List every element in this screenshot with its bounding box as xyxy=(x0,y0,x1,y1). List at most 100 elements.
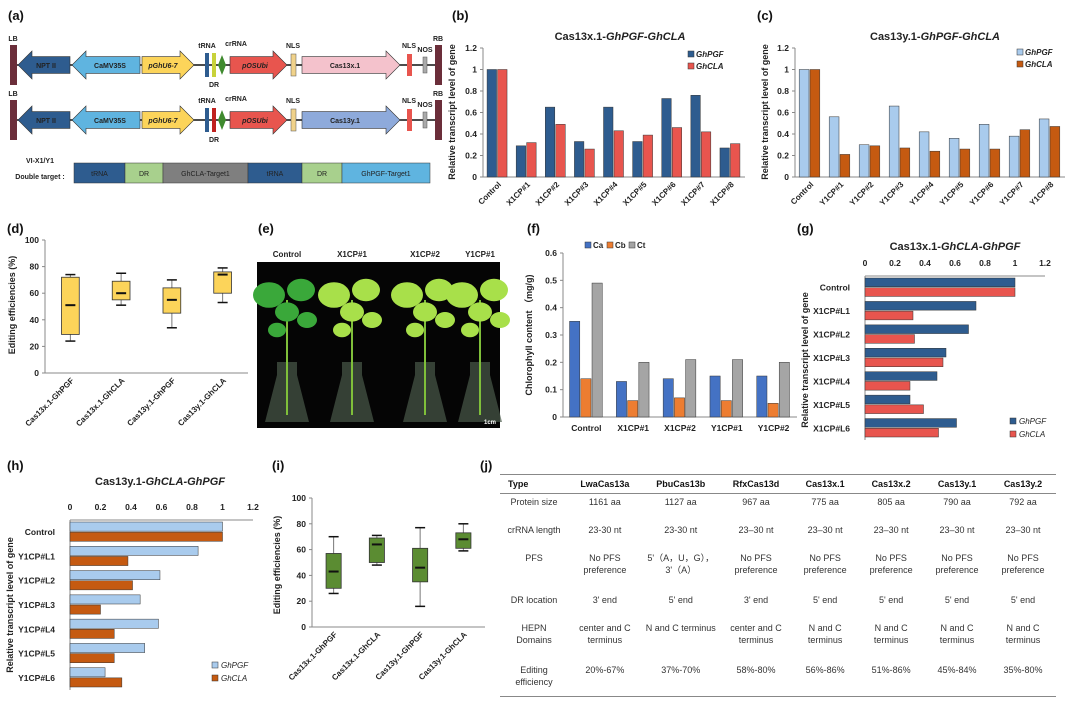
table-cell: No PFS preference xyxy=(803,553,847,575)
table-cell: 790 aa xyxy=(943,497,971,507)
bar-ghpgf xyxy=(690,95,701,178)
trna-label: tRNA xyxy=(198,98,216,105)
bar-ghpgf xyxy=(719,147,730,178)
bar-ghcla xyxy=(584,148,595,178)
table-header-cell: Type xyxy=(500,474,568,494)
nls-label: NLS xyxy=(286,98,300,105)
table-cell: 5' end xyxy=(813,595,838,605)
legend-label: GhCLA xyxy=(1019,430,1045,439)
x-tick-label: 0.8 xyxy=(186,502,198,512)
y-axis-label: Relative transcript level of gene xyxy=(800,292,810,428)
category-label: Y1CP#L4 xyxy=(18,624,55,634)
posubi-arrow xyxy=(229,50,288,80)
box-iqr xyxy=(455,532,472,549)
bar-ghpgf xyxy=(661,98,672,178)
table-cell: N and C terminus xyxy=(807,623,843,645)
table-header-cell: RfxCas13d xyxy=(719,474,793,494)
camv35s-arrow xyxy=(71,50,141,80)
category-label: Y1CP#L1 xyxy=(18,551,55,561)
table-cell: No PFS preference xyxy=(583,553,627,575)
bar-ghcla xyxy=(555,124,566,178)
table-header-cell: Cas13y.2 xyxy=(990,474,1056,494)
dr-label: DR xyxy=(209,82,219,89)
bar-ghcla xyxy=(69,556,129,566)
legend-swatch xyxy=(1009,417,1017,425)
box-iqr xyxy=(111,280,131,301)
bar-ghpgf xyxy=(798,69,810,178)
legend-label: Ca xyxy=(593,241,604,250)
bar-ghcla xyxy=(730,143,741,178)
table-cell: 23–30 nt xyxy=(939,525,975,535)
bar-ghpgf xyxy=(69,521,223,532)
category-label: X1CP#4 xyxy=(592,180,620,208)
table-cell: 3' end xyxy=(592,595,617,605)
legend-swatch xyxy=(211,674,219,682)
category-label: X1CP#6 xyxy=(650,180,678,208)
cas13-comparison-table: Type LwaCas13a PbuCas13b RfxCas13d Cas13x.1 C… xyxy=(500,474,1056,697)
plant-leaf xyxy=(425,278,453,302)
table-cell: 1127 aa xyxy=(664,497,697,507)
category-label: X1CP#L5 xyxy=(813,400,850,410)
legend-swatch xyxy=(211,661,219,669)
chart-title: Cas13y.1-GhPGF-GhCLA xyxy=(870,31,1000,43)
bar-cb xyxy=(767,403,779,418)
row-label: crRNA length xyxy=(507,525,561,535)
bar-ghpgf xyxy=(864,301,977,311)
nls-element xyxy=(407,109,412,131)
bar-ghpgf xyxy=(864,418,957,428)
bar-ghcla xyxy=(989,148,1001,178)
table-row: PFS No PFS preference 5'（A，U，G），3'（A） No PF… xyxy=(500,550,1056,592)
crrna-label: crRNA xyxy=(225,41,247,48)
bar-ghpgf xyxy=(486,69,497,178)
bar-ghcla xyxy=(864,357,944,367)
legend-swatch xyxy=(687,62,695,70)
table-cell: center and C terminus xyxy=(579,623,631,645)
photo-label: Y1CP#1 xyxy=(465,250,495,259)
bar-cb xyxy=(720,400,732,418)
chart-title-prefix: Cas13x.1- xyxy=(890,241,942,253)
bar-ghpgf xyxy=(603,106,614,178)
table-cell: No PFS preference xyxy=(935,553,979,575)
double-target-segment-label: GhPGF-Target1 xyxy=(361,171,411,178)
trna-element xyxy=(205,53,209,77)
category-label: X1CP#2 xyxy=(534,180,562,208)
table-header-cell: Cas13x.2 xyxy=(858,474,925,494)
y-tick-label: 0.6 xyxy=(545,248,557,258)
table-cell: 3' end xyxy=(743,595,769,605)
table-row: Protein size 1161 aa 1127 aa 967 aa 775 aa 80… xyxy=(500,494,1056,523)
plant-leaf xyxy=(297,312,317,328)
box-iqr xyxy=(368,537,385,563)
y-tick-label: 0.5 xyxy=(545,275,557,285)
double-target-segment-label: tRNA xyxy=(91,171,108,178)
legend-label: Cb xyxy=(615,241,626,250)
y-tick-label: 0.6 xyxy=(777,108,789,118)
bar-ct xyxy=(778,362,790,418)
x-tick-label: 0.2 xyxy=(95,502,107,512)
right-border xyxy=(435,45,442,85)
table-cell: N and C terminus xyxy=(645,623,716,633)
y-tick-label: 0.2 xyxy=(777,151,789,161)
category-label: Cas13x.1-GhCLA xyxy=(74,376,126,428)
box-iqr xyxy=(213,271,232,294)
chart-title: Cas13x.1-GhPGF-GhCLA xyxy=(555,31,686,43)
camv35s-label: CaMV35S xyxy=(94,63,126,70)
table-header-row: Type LwaCas13a PbuCas13b RfxCas13d Cas13x.1 C… xyxy=(500,474,1056,494)
table-cell: 20%-67% xyxy=(568,662,642,697)
category-label: X1CP#7 xyxy=(679,180,707,208)
plant-leaf xyxy=(333,322,351,338)
double-target-segment-label: DR xyxy=(139,171,149,178)
x-tick-label: 0.6 xyxy=(156,502,168,512)
y-tick-label: 0.2 xyxy=(465,151,477,161)
plant-leaf xyxy=(461,322,479,338)
category-label: Y1CP#1 xyxy=(818,180,846,208)
left-border xyxy=(10,45,17,85)
table-row: Editing efficiency 20%-67% 37%-70% 58%-80% 5… xyxy=(500,662,1056,697)
bar-ghpgf xyxy=(864,371,938,381)
lb-label: LB xyxy=(8,36,17,43)
nptii-arrow xyxy=(17,50,71,80)
y-tick-label: 1.2 xyxy=(465,43,477,53)
nptii-label: NPT II xyxy=(36,63,56,70)
bar-ghcla xyxy=(69,531,223,542)
category-label: Y1CP#3 xyxy=(878,180,906,208)
table-row: DR location 3' end 5' end 3' end 5' end 5' en… xyxy=(500,592,1056,620)
